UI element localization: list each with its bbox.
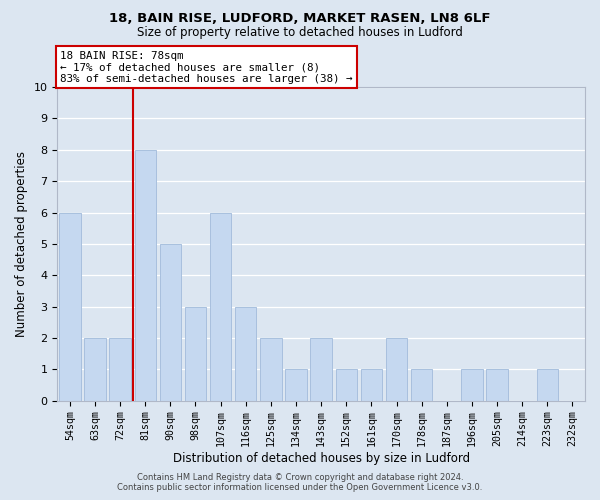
Bar (109, 338, 131, 400)
Y-axis label: Number of detached properties: Number of detached properties (15, 151, 28, 337)
Bar (386, 338, 407, 400)
Bar (461, 370, 482, 400)
Bar (235, 306, 256, 400)
Bar (260, 338, 281, 400)
Bar (185, 306, 206, 400)
Text: 18, BAIN RISE, LUDFORD, MARKET RASEN, LN8 6LF: 18, BAIN RISE, LUDFORD, MARKET RASEN, LN… (109, 12, 491, 26)
X-axis label: Distribution of detached houses by size in Ludford: Distribution of detached houses by size … (173, 452, 470, 465)
Bar (59, 212, 80, 400)
Text: Size of property relative to detached houses in Ludford: Size of property relative to detached ho… (137, 26, 463, 39)
Bar (335, 370, 357, 400)
Bar (134, 150, 156, 401)
Bar (411, 370, 433, 400)
Bar (487, 370, 508, 400)
Bar (536, 370, 558, 400)
Bar (210, 212, 232, 400)
Bar (84, 338, 106, 400)
Bar (160, 244, 181, 400)
Text: 18 BAIN RISE: 78sqm
← 17% of detached houses are smaller (8)
83% of semi-detache: 18 BAIN RISE: 78sqm ← 17% of detached ho… (60, 50, 352, 84)
Bar (286, 370, 307, 400)
Bar (310, 338, 332, 400)
Bar (361, 370, 382, 400)
Text: Contains HM Land Registry data © Crown copyright and database right 2024.
Contai: Contains HM Land Registry data © Crown c… (118, 473, 482, 492)
